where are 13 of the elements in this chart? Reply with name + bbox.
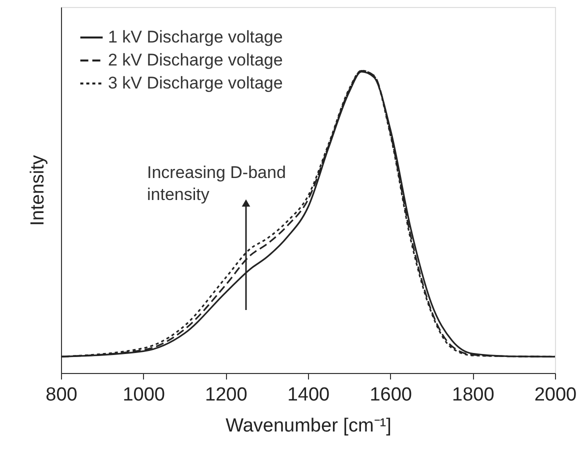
x-axis-title: Wavenumber [cm⁻¹]: [226, 416, 392, 436]
x-tick-label: 1200: [205, 384, 248, 406]
x-tick-label: 1800: [452, 384, 494, 406]
x-tick-label: 800: [46, 384, 78, 406]
x-tick-label: 1000: [122, 384, 165, 406]
annotation: Increasing D-band intensity: [147, 163, 286, 204]
x-tick-label: 1400: [287, 384, 330, 406]
x-tick-label: 2000: [534, 384, 577, 406]
x-tick-label: 1600: [370, 384, 412, 406]
y-axis-title: Intensity: [28, 154, 48, 226]
legend-label: 1 kV Discharge voltage: [108, 28, 283, 46]
legend-label: 2 kV Discharge voltage: [108, 50, 283, 70]
legend-label: 3 kV Discharge voltage: [108, 74, 283, 92]
